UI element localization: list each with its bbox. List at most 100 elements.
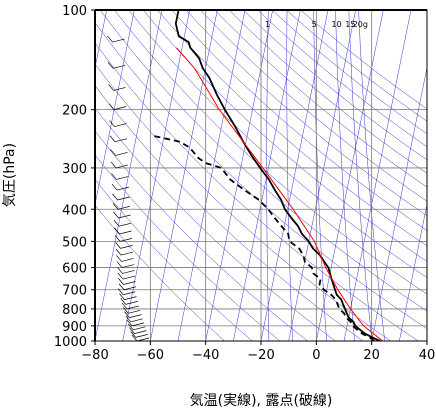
isotherm-line xyxy=(426,339,427,341)
wind-barb xyxy=(116,261,123,268)
wind-barb xyxy=(130,318,143,323)
mixing-ratio-line xyxy=(286,10,293,341)
mixing-ratio-label: 15 xyxy=(345,20,355,29)
wind-barb xyxy=(124,296,137,300)
temperature-line xyxy=(174,10,381,341)
mixing-ratio-label: 5 xyxy=(312,20,317,29)
mixing-ratio-label: 10 xyxy=(331,20,341,29)
wind-barb xyxy=(119,230,132,235)
wind-barb xyxy=(109,135,116,142)
isotherm-line xyxy=(122,10,190,341)
y-axis-title: 気圧(hPa) xyxy=(2,143,18,207)
wind-barb xyxy=(120,298,127,305)
dry-adiabat-line xyxy=(200,10,427,202)
y-tick-label: 1000 xyxy=(54,335,87,350)
wind-barb xyxy=(117,196,130,201)
wind-barb xyxy=(118,278,124,285)
dry-adiabat-line xyxy=(243,10,427,161)
dry-adiabat-line xyxy=(128,10,427,278)
wind-barb xyxy=(117,205,131,210)
wind-barb xyxy=(123,291,136,296)
wind-barb xyxy=(123,281,136,285)
isotherm-line xyxy=(205,10,273,341)
dry-adiabat-line xyxy=(95,22,427,329)
dry-adiabat-line xyxy=(157,10,427,247)
background-line-group xyxy=(95,10,427,341)
x-tick-label: −80 xyxy=(81,348,108,363)
wind-barb xyxy=(115,164,129,169)
wind-barb xyxy=(123,286,137,291)
wind-barb xyxy=(119,238,133,242)
isotherm-line xyxy=(316,10,384,341)
wind-barb xyxy=(110,149,116,156)
mixing-ratio-line xyxy=(266,10,270,341)
dry-adiabat-line xyxy=(95,130,308,341)
dry-adiabat-line xyxy=(228,10,427,174)
dry-adiabat-line xyxy=(143,10,427,262)
y-tick-label: 500 xyxy=(62,235,87,250)
mixing-ratio-label: 20g xyxy=(353,20,368,29)
wind-barb xyxy=(108,84,114,91)
y-tick-label: 300 xyxy=(62,162,87,177)
dry-adiabat-line xyxy=(95,154,281,341)
wind-barb xyxy=(117,288,124,295)
wind-barb xyxy=(112,38,125,43)
wind-barb xyxy=(133,326,146,331)
isotherm-line xyxy=(288,10,356,341)
wind-barb xyxy=(107,35,113,43)
isotherm-line xyxy=(95,10,163,341)
dry-adiabat-line xyxy=(257,10,427,148)
x-tick-label: −20 xyxy=(247,348,274,363)
wind-barb xyxy=(118,222,132,227)
wind-barb xyxy=(128,310,141,314)
wind-barb xyxy=(121,258,134,262)
x-tick-group: −80 −60 −40 −20 0 20 40 xyxy=(81,341,435,363)
wind-barb xyxy=(114,227,120,235)
wind-barb xyxy=(118,214,131,219)
y-tick-label: 200 xyxy=(62,104,87,119)
wind-barb xyxy=(135,334,148,338)
mixing-ratio-line xyxy=(313,10,327,341)
isotherm-line xyxy=(371,66,427,341)
wind-barb xyxy=(112,193,118,201)
wind-barb xyxy=(110,161,117,169)
wind-barb xyxy=(122,270,135,274)
x-tick-label: 0 xyxy=(312,348,320,363)
dry-adiabat-line xyxy=(171,10,427,231)
x-axis-title: 気温(実線), 露点(破線) xyxy=(190,393,333,409)
dry-adiabat-line xyxy=(185,10,427,217)
wind-barb xyxy=(120,245,133,249)
y-tick-label: 600 xyxy=(62,262,87,277)
wind-barb xyxy=(131,334,138,342)
wind-barb xyxy=(125,301,138,305)
wind-barb xyxy=(118,283,125,290)
wind-barb xyxy=(126,319,133,327)
reference-curve-line xyxy=(176,47,384,341)
wind-barb xyxy=(115,242,121,249)
wind-barb xyxy=(122,275,136,280)
wind-barb xyxy=(124,311,130,318)
wind-barb xyxy=(127,323,134,331)
x-tick-label: 40 xyxy=(419,348,436,363)
wind-barb xyxy=(109,120,115,127)
gridline-group xyxy=(94,9,428,342)
dry-adiabat-line xyxy=(114,10,427,295)
wind-barb xyxy=(108,103,115,110)
isotherm-line xyxy=(399,203,427,341)
y-tick-label: 400 xyxy=(62,203,87,218)
wind-barb xyxy=(125,315,132,323)
wind-barb xyxy=(113,219,120,227)
wind-barb xyxy=(134,330,147,334)
wind-barb xyxy=(112,203,119,210)
y-tick-label: 100 xyxy=(62,4,87,19)
dry-adiabat-line xyxy=(95,204,225,341)
wind-barb xyxy=(129,314,142,318)
isotherm-line xyxy=(260,10,329,341)
wind-barb xyxy=(114,138,128,143)
dry-adiabat-line xyxy=(95,179,253,341)
mixing-ratio-label: 1 xyxy=(265,20,270,29)
wind-barb xyxy=(113,106,127,110)
wind-barb xyxy=(116,255,122,262)
